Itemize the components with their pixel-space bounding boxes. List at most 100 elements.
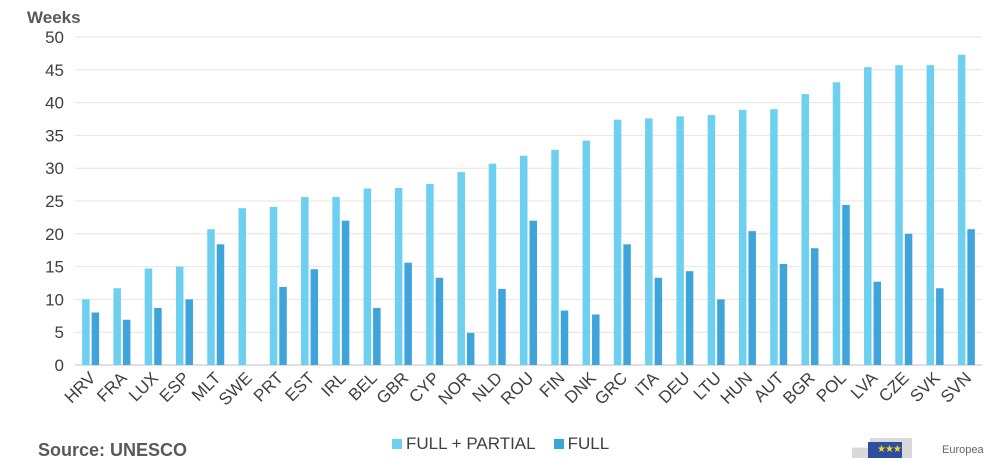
x-tick-label-esp: ESP (156, 368, 193, 405)
y-tick-label-30: 30 (45, 159, 64, 178)
x-tick-label-hrv: HRV (61, 368, 100, 407)
bar-full-est (310, 269, 319, 365)
bar-full-gbr (404, 262, 412, 365)
x-tick-label-lux: LUX (125, 368, 162, 405)
bar-full-partial-grc (613, 119, 622, 365)
bar-full-cze (904, 233, 913, 365)
bar-full-prt (279, 286, 287, 365)
bar-full-partial-hun (738, 109, 747, 365)
bar-full-partial-pol (832, 82, 841, 365)
x-tick-label-hun: HUN (717, 368, 756, 407)
x-tick-label-gbr: GBR (373, 368, 412, 407)
x-tick-label-est: EST (282, 368, 319, 405)
bar-full-partial-gbr (394, 187, 403, 365)
bar-full-partial-fin (551, 149, 559, 365)
legend-swatch-full (553, 439, 564, 449)
bar-full-partial-ltu (707, 115, 716, 366)
bar-full-lux (154, 307, 162, 365)
bar-full-partial-prt (269, 206, 278, 365)
y-tick-label-25: 25 (45, 192, 64, 211)
bar-full-ita (654, 277, 663, 365)
x-tick-label-svk: SVK (906, 368, 944, 406)
logo-text: Europea (942, 444, 984, 456)
x-tick-label-lva: LVA (847, 368, 882, 403)
bar-full-partial-deu (676, 116, 684, 365)
source-note: Source: UNESCO (38, 440, 188, 460)
x-tick-label-nor: NOR (435, 368, 475, 408)
bar-full-irl (341, 220, 350, 365)
x-tick-label-fra: FRA (93, 368, 131, 406)
bar-full-hrv (91, 312, 100, 365)
y-tick-label-10: 10 (45, 290, 64, 309)
bar-full-pol (842, 204, 850, 365)
european-commission-logo: ★★★ Europea (852, 428, 986, 458)
x-tick-label-bel: BEL (345, 368, 381, 404)
bar-full-partial-mlt (207, 229, 215, 365)
bar-full-partial-svn (957, 54, 966, 365)
legend-label-full: FULL (567, 434, 610, 453)
x-tick-label-grc: GRC (591, 368, 631, 408)
bar-full-mlt (216, 244, 225, 365)
y-tick-label-20: 20 (45, 225, 64, 244)
bar-full-fin (560, 310, 569, 365)
bar-full-partial-bgr (801, 94, 809, 366)
bar-full-nor (466, 332, 475, 365)
bar-full-partial-bel (363, 188, 372, 365)
bar-full-partial-dnk (582, 140, 591, 365)
bar-full-nld (498, 288, 506, 365)
bar-full-aut (779, 263, 788, 365)
x-tick-label-cyp: CYP (405, 368, 443, 406)
y-tick-label-0: 0 (55, 356, 64, 375)
x-tick-label-aut: AUT (750, 368, 787, 405)
legend-swatch-full-partial (392, 439, 402, 449)
bar-full-esp (185, 299, 193, 365)
y-tick-label-35: 35 (45, 126, 64, 145)
bar-full-partial-rou (520, 155, 528, 365)
bar-full-ltu (717, 299, 725, 365)
x-tick-label-swe: SWE (215, 368, 256, 409)
bar-full-svn (967, 229, 975, 365)
bar-full-dnk (592, 314, 600, 365)
eu-flag-icon: ★★★ (868, 442, 902, 458)
bar-full-partial-cyp (426, 183, 434, 365)
legend-item-full-partial: FULL + PARTIAL (392, 434, 536, 454)
y-tick-label-40: 40 (45, 94, 64, 113)
x-tick-label-cze: CZE (875, 368, 912, 405)
y-tick-label-15: 15 (45, 258, 64, 277)
bar-full-partial-aut (770, 109, 778, 365)
bar-full-partial-irl (332, 197, 340, 365)
bar-full-partial-cze (895, 65, 903, 365)
bar-full-partial-lux (144, 268, 153, 365)
bar-full-deu (685, 271, 694, 365)
y-tick-label-50: 50 (45, 28, 64, 47)
bar-full-partial-swe (238, 208, 247, 365)
bar-full-partial-esp (175, 266, 184, 365)
bar-full-rou (529, 220, 537, 365)
y-axis-unit-label: Weeks (27, 8, 81, 27)
x-tick-label-dnk: DNK (561, 368, 600, 407)
bar-full-partial-lva (864, 67, 872, 366)
x-tick-label-bgr: BGR (779, 368, 818, 407)
x-tick-label-nld: NLD (469, 368, 506, 405)
bar-full-partial-ita (645, 118, 653, 366)
x-tick-label-rou: ROU (497, 368, 537, 408)
x-tick-label-deu: DEU (655, 368, 694, 407)
chart: 05101520253035404550HRVFRALUXESPMLTSWEPR… (45, 28, 982, 409)
bar-full-fra (122, 319, 131, 365)
bar-full-partial-svk (926, 65, 935, 365)
bar-full-partial-fra (113, 288, 121, 365)
bar-full-partial-hrv (82, 299, 90, 365)
bar-full-bgr (810, 248, 819, 365)
legend-label-full-partial: FULL + PARTIAL (406, 434, 536, 453)
x-tick-label-irl: IRL (318, 368, 350, 400)
bar-full-svk (936, 288, 944, 365)
bar-full-cyp (435, 277, 444, 365)
bar-full-partial-est (301, 197, 309, 365)
bar-full-grc (623, 244, 631, 365)
bar-full-partial-nld (488, 163, 497, 365)
bar-full-hun (748, 231, 756, 365)
x-tick-label-prt: PRT (250, 368, 287, 405)
legend: FULL + PARTIAL FULL (392, 434, 609, 454)
y-tick-label-5: 5 (55, 323, 64, 342)
bar-full-lva (873, 281, 882, 365)
